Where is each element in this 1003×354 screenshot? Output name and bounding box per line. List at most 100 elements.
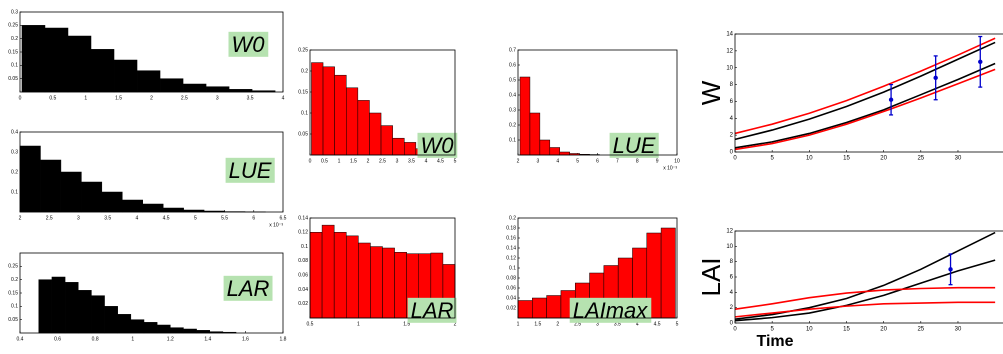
x-tick-label: 0.5	[49, 95, 56, 101]
x-tick-label: 2.5	[574, 321, 581, 327]
y-tick-label: 0.04	[298, 287, 308, 293]
y-tick-label: 0.08	[506, 275, 516, 281]
bar	[113, 59, 138, 93]
bar	[122, 199, 143, 213]
bar	[346, 87, 359, 156]
x-tick-label: 2	[454, 321, 457, 327]
y-tick-label: 10	[726, 65, 733, 71]
bar	[382, 247, 395, 319]
x-tick-label: 0.6	[54, 336, 61, 342]
line	[734, 41, 996, 141]
x-tick-label: 7	[616, 158, 619, 164]
y-tick-label: 0.15	[8, 290, 18, 296]
bar	[358, 242, 371, 319]
bar	[311, 62, 324, 156]
bar	[44, 27, 69, 93]
y-tick-label: 10	[726, 244, 733, 250]
y-tick-label: 0.2	[11, 36, 18, 42]
frame	[19, 11, 284, 93]
y-tick-label: 0.12	[506, 255, 516, 261]
x-tick-label: 25	[917, 327, 924, 333]
line	[734, 259, 996, 322]
annotation: W0	[421, 133, 455, 158]
y-tick-label: 14	[726, 32, 733, 38]
x-tick-label: 2	[517, 158, 520, 164]
data-point	[948, 267, 953, 272]
x-tick-label: 1.4	[204, 336, 211, 342]
bar	[380, 125, 393, 156]
x-tick-label: 3.5	[408, 158, 415, 164]
annotation: LUE	[613, 133, 656, 158]
x-tick-label: 2	[150, 95, 153, 101]
bar	[143, 322, 158, 334]
annotation-box	[228, 31, 269, 57]
annotation-box	[417, 132, 458, 158]
x-tick-label: 0	[19, 95, 22, 101]
x-tick-label: 30	[955, 327, 962, 333]
x-tick-label: 3	[216, 95, 219, 101]
x-tick-label: 5	[194, 215, 197, 221]
y-tick-label: 0.2	[509, 122, 516, 128]
bar	[40, 159, 62, 213]
x-tick-label: 1.5	[534, 321, 541, 327]
bar	[104, 306, 118, 334]
bar	[334, 74, 347, 156]
y-tick-label: 6	[730, 99, 734, 105]
x-tick-label: 5.5	[221, 215, 228, 221]
x-tick-label: 10	[806, 156, 813, 162]
bar	[142, 203, 164, 213]
line	[734, 68, 996, 151]
data-point	[888, 97, 894, 102]
bar	[77, 290, 92, 334]
x-tick-label: 2.5	[46, 215, 53, 221]
x-tick-label: 9	[656, 158, 659, 164]
x-tick-label: 1.6	[242, 336, 249, 342]
bar	[38, 279, 53, 334]
x-tick-label: 3	[536, 158, 539, 164]
y-tick-label: 0.05	[8, 76, 18, 82]
bar	[549, 147, 560, 156]
x-tick-label: 1.2	[167, 336, 174, 342]
bar	[309, 232, 323, 319]
x-tick-label: 4	[556, 158, 559, 164]
y-tick-label: 12	[726, 229, 733, 235]
bar	[81, 181, 103, 213]
x-tick-label: 2.5	[379, 158, 386, 164]
y-tick-label: 0.3	[509, 107, 516, 113]
frame	[309, 217, 456, 319]
y-axis-label: W	[696, 80, 726, 105]
y-tick-label: 0.05	[8, 317, 18, 323]
bar	[517, 300, 533, 319]
x-tick-label: 2	[367, 158, 370, 164]
line	[734, 37, 996, 135]
x-tick-label: 1	[517, 321, 520, 327]
bar	[117, 314, 132, 334]
bar	[660, 227, 676, 319]
y-tick-label: 0.1	[301, 244, 308, 250]
y-tick-label: 0.2	[11, 169, 18, 175]
x-tick-label: 20	[880, 156, 887, 162]
annotation: LAR	[227, 276, 270, 301]
x-scale-label: x 10⁻³	[269, 222, 283, 228]
bar	[357, 100, 370, 156]
x-tick-label: 0.5	[307, 321, 314, 327]
y-tick-label: 0	[730, 150, 734, 156]
y-axis-label: LAI	[696, 257, 726, 296]
x-tick-label: 5	[770, 327, 774, 333]
y-tick-label: 0.1	[301, 110, 308, 116]
y-tick-label: 6	[730, 275, 734, 281]
y-tick-label: 0.7	[509, 47, 516, 53]
x-tick-label: 5	[676, 321, 679, 327]
x-tick-label: 4.5	[163, 215, 170, 221]
bar	[182, 83, 207, 93]
x-tick-label: 3	[596, 321, 599, 327]
x-tick-label: 1.5	[403, 321, 410, 327]
bar	[101, 191, 123, 213]
frame	[734, 33, 1003, 153]
x-tick-label: 1.8	[280, 336, 287, 342]
x-axis-label: Time	[756, 333, 793, 350]
y-tick-label: 0.1	[509, 137, 516, 143]
x-tick-label: 3.5	[104, 215, 111, 221]
x-tick-label: 1.5	[350, 158, 357, 164]
